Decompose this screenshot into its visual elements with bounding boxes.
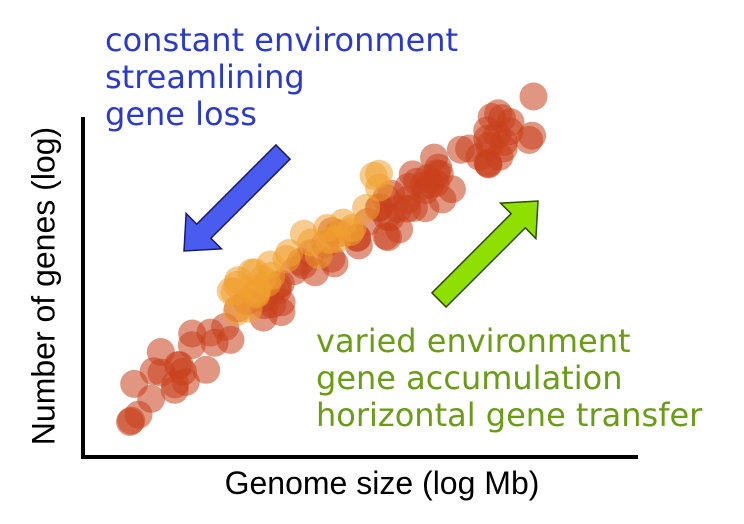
x-axis-label-wrap: Genome size (log Mb) — [0, 465, 744, 502]
data-point — [137, 384, 166, 413]
highlight-point — [297, 228, 326, 257]
highlight-point — [336, 218, 365, 247]
expansion-arrow-icon — [430, 200, 539, 309]
reduction-annotation: constant environment streamlining gene l… — [105, 22, 458, 133]
y-axis-label: Number of genes (log) — [25, 126, 62, 446]
data-point — [196, 318, 225, 347]
reduction-line-3: gene loss — [105, 95, 257, 133]
highlight-point — [253, 269, 282, 298]
data-point — [420, 143, 449, 172]
data-point — [487, 104, 516, 133]
highlight-point — [352, 194, 381, 222]
data-point — [475, 131, 504, 160]
reduction-line-1: constant environment — [105, 21, 459, 59]
x-axis-label: Genome size (log Mb) — [224, 465, 540, 501]
data-point — [384, 195, 413, 223]
data-point — [169, 357, 197, 386]
expansion-line-1: varied environment — [316, 322, 631, 360]
data-point — [519, 82, 548, 111]
expansion-line-3: horizontal gene transfer — [316, 396, 703, 434]
data-point — [372, 222, 401, 250]
highlight-point — [275, 239, 304, 267]
expansion-line-2: gene accumulation — [316, 359, 623, 397]
points-highlight-cloud — [216, 159, 394, 326]
highlight-point — [365, 159, 393, 188]
reduction-arrow-icon — [183, 143, 292, 252]
data-point — [428, 185, 457, 214]
data-point — [192, 355, 221, 384]
expansion-annotation: varied environment gene accumulation hor… — [316, 323, 702, 434]
data-point — [515, 125, 544, 154]
reduction-line-2: streamlining — [105, 58, 305, 96]
